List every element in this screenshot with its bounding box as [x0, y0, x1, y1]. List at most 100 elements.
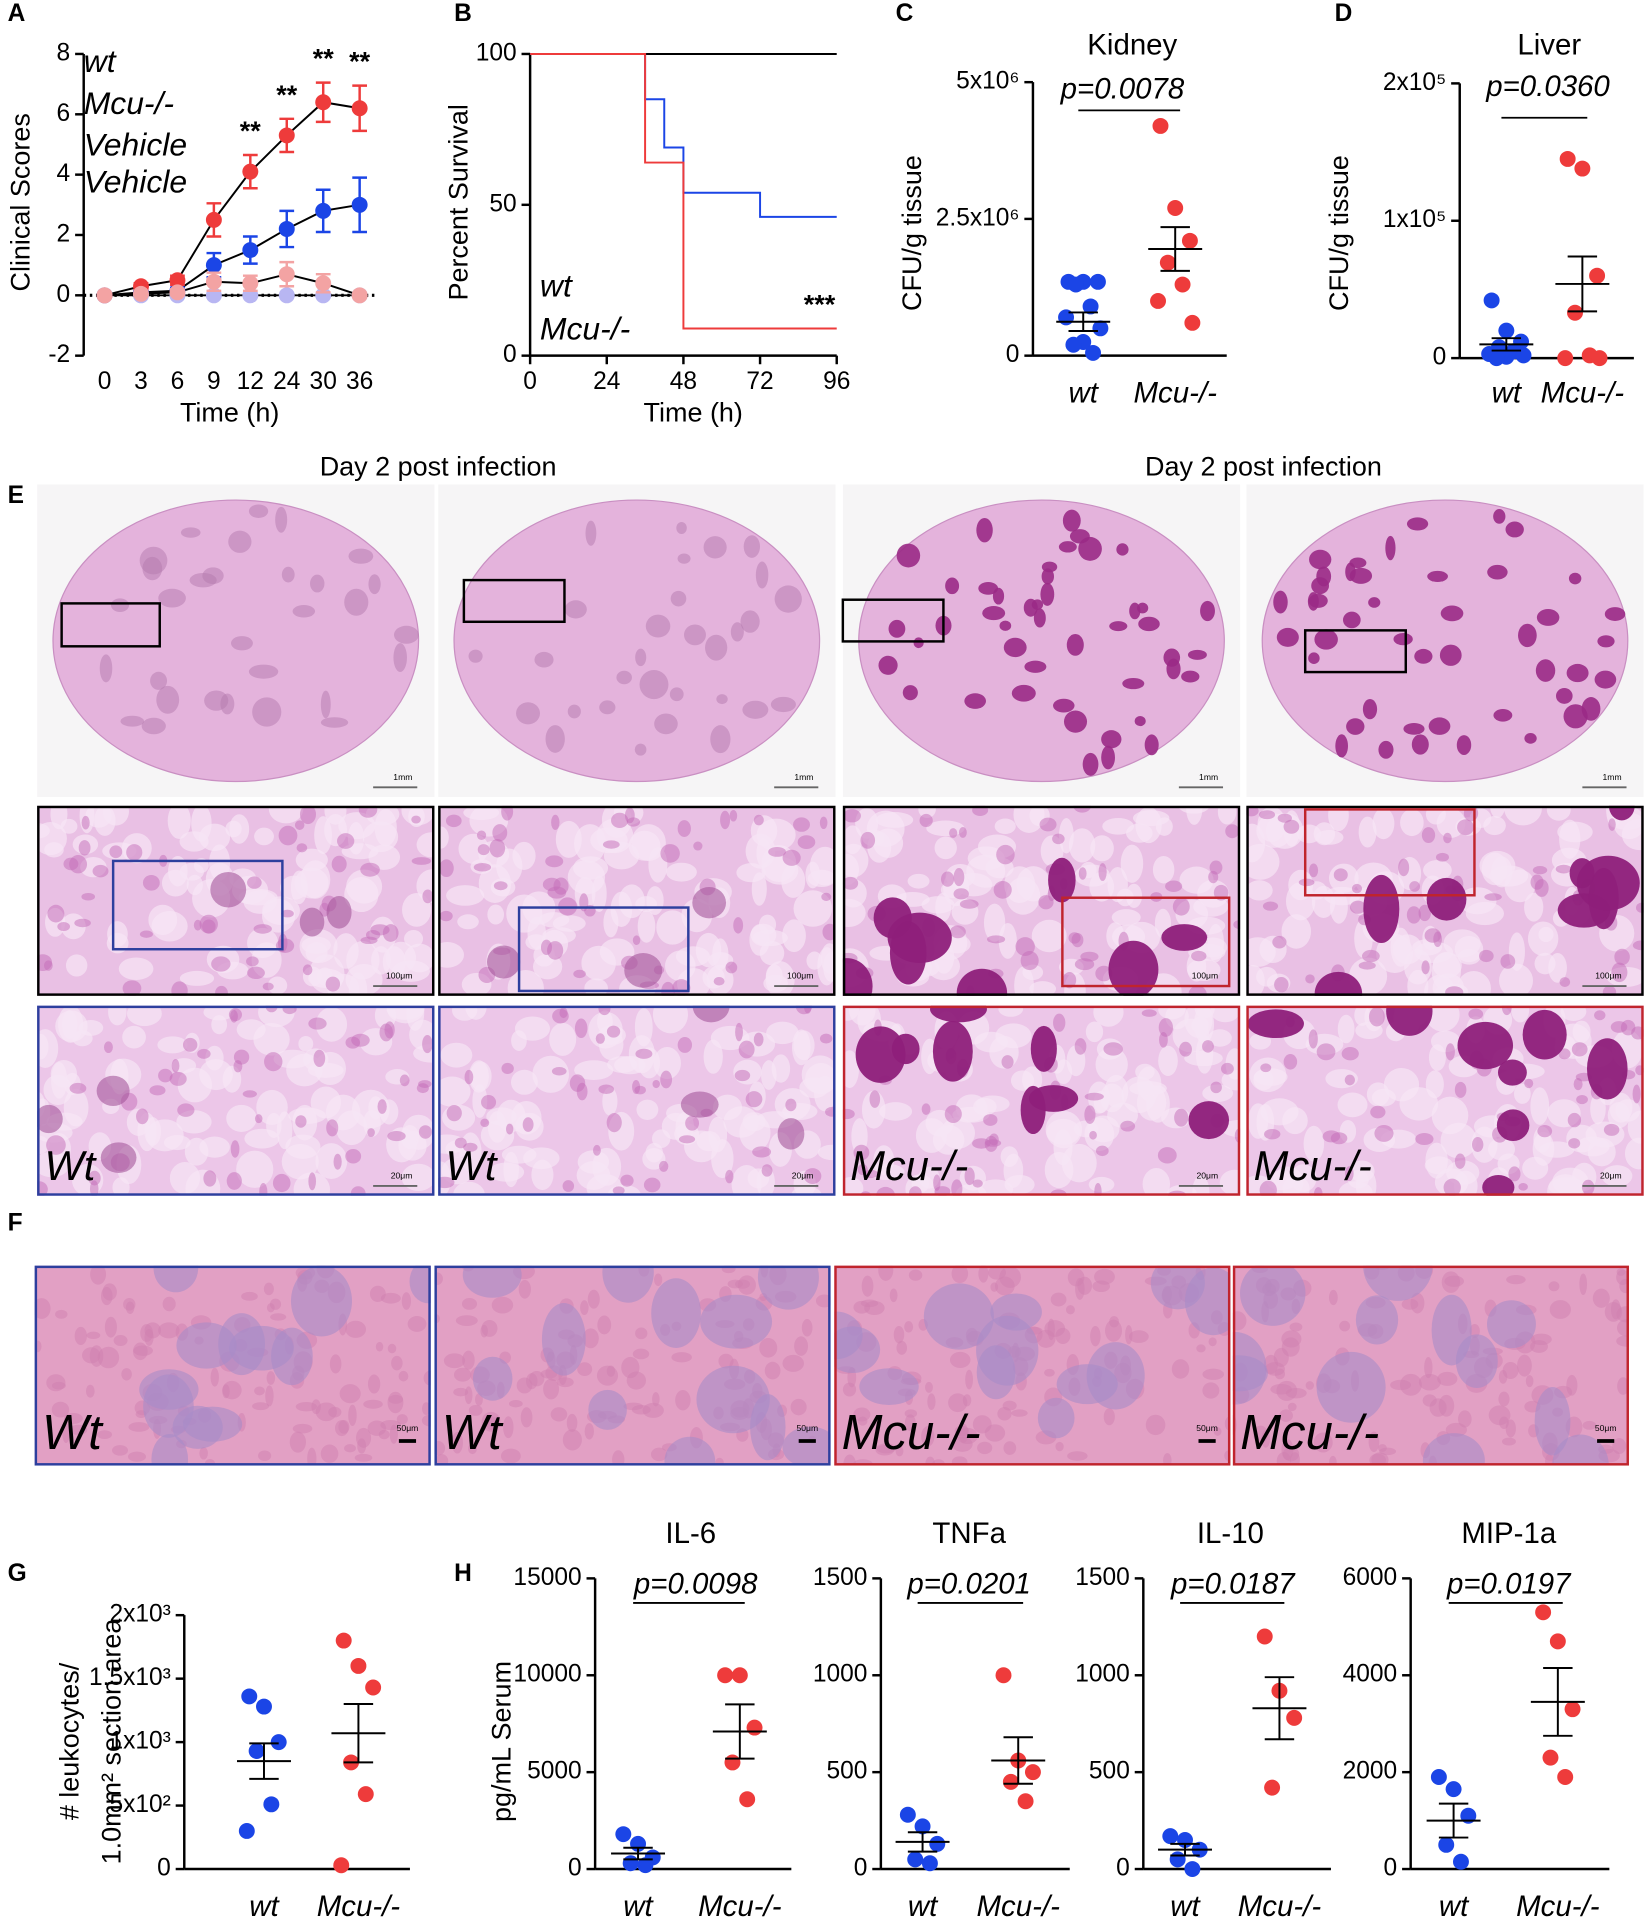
- tissue-texture: [639, 669, 669, 700]
- tissue-texture: [1011, 684, 1036, 702]
- tissue-texture: [445, 814, 462, 828]
- tissue-texture: [624, 953, 663, 988]
- tissue-texture: [634, 1008, 653, 1047]
- tissue-texture: [1427, 570, 1448, 582]
- image-cell: 20μm: [1246, 1005, 1644, 1196]
- tissue-texture: [643, 1177, 661, 1193]
- tissue-texture: [935, 892, 952, 922]
- tissue-texture: [453, 1387, 469, 1397]
- tissue-texture: [1518, 623, 1537, 648]
- tissue-texture: [149, 1085, 166, 1096]
- x-tick-label: 48: [670, 368, 697, 395]
- inset-box: [111, 859, 284, 951]
- tissue-texture: [1232, 1311, 1247, 1331]
- tissue-texture: [69, 1082, 87, 1094]
- tissue-texture: [167, 805, 191, 839]
- data-point: [1169, 1851, 1186, 1868]
- tissue-texture: [269, 1298, 282, 1310]
- tissue-texture: [632, 935, 641, 946]
- tissue-texture: [516, 1377, 533, 1394]
- tissue-texture: [904, 1414, 916, 1432]
- tissue-texture: [281, 909, 294, 918]
- data-point: [746, 1719, 763, 1736]
- tissue-texture: [102, 1283, 117, 1301]
- tissue-texture: [275, 506, 288, 533]
- tissue-texture: [37, 1151, 70, 1178]
- tissue-texture: [139, 1369, 199, 1410]
- x-tick-label: Mcu-/-: [977, 1890, 1061, 1923]
- tissue-texture: [348, 1404, 357, 1426]
- data-point: [96, 287, 113, 304]
- tissue-texture: [1358, 961, 1376, 970]
- scale-label: 1mm: [794, 772, 813, 782]
- tissue-texture: [1062, 509, 1081, 532]
- tissue-texture: [1158, 1045, 1178, 1077]
- tissue-texture: [1246, 937, 1276, 967]
- tissue-texture: [965, 1369, 973, 1390]
- tissue-texture: [211, 956, 231, 972]
- image-border: [438, 805, 836, 996]
- tissue-texture: [768, 846, 786, 857]
- data-point: [270, 1734, 287, 1751]
- panel-letter: H: [454, 1560, 472, 1587]
- x-tick-label: 72: [746, 368, 773, 395]
- tissue-texture: [1567, 1112, 1582, 1128]
- tissue-texture: [1548, 1281, 1560, 1292]
- tissue-texture: [864, 1300, 885, 1316]
- tissue-texture: [866, 810, 905, 847]
- tissue-texture: [1276, 1380, 1298, 1401]
- survival-curve: [530, 52, 837, 330]
- tissue-texture: [1308, 652, 1320, 665]
- tissue-texture: [654, 1273, 663, 1286]
- tissue-texture: [507, 970, 544, 996]
- tissue-texture: [873, 1145, 895, 1175]
- tissue-texture: [1202, 1382, 1220, 1399]
- data-point: [1184, 1861, 1201, 1878]
- image-cell: 20μm: [438, 1005, 836, 1196]
- tissue-texture: [118, 957, 154, 981]
- tissue-texture: [642, 1402, 664, 1418]
- tissue-texture: [759, 1338, 778, 1358]
- tissue-texture: [1632, 1084, 1641, 1104]
- tissue-texture: [782, 849, 801, 866]
- tissue-texture: [825, 1106, 836, 1117]
- tissue-texture: [635, 648, 647, 667]
- tissue-texture: [1522, 1009, 1567, 1060]
- tissue-texture: [371, 946, 391, 975]
- tissue-texture: [290, 1265, 353, 1337]
- tissue-texture: [1372, 807, 1395, 840]
- tissue-texture: [520, 1407, 533, 1428]
- tissue-texture: [1534, 1387, 1571, 1456]
- x-tick-label: wt: [1492, 377, 1523, 410]
- y-tick-label: 0: [57, 281, 71, 308]
- tissue-texture: [1558, 1048, 1571, 1060]
- data-point: [256, 1698, 272, 1715]
- tissue-texture: [399, 1074, 410, 1087]
- tissue-texture: [896, 543, 921, 568]
- tissue-texture: [296, 843, 308, 853]
- tissue-texture: [705, 634, 728, 661]
- tissue-texture: [210, 871, 247, 908]
- scale-label: 1mm: [1199, 772, 1218, 782]
- tissue-texture: [857, 1416, 868, 1426]
- tissue-texture: [635, 1327, 648, 1340]
- x-tick-label: Mcu-/-: [317, 1890, 401, 1923]
- tissue-texture: [172, 1405, 223, 1449]
- tissue-texture: [1465, 901, 1505, 926]
- tissue-texture: [675, 1389, 691, 1411]
- tissue-texture: [1111, 909, 1141, 926]
- tissue-texture: [1597, 635, 1615, 648]
- tissue-texture: [1535, 659, 1556, 682]
- tissue-texture: [387, 1131, 406, 1142]
- tissue-texture: [921, 1103, 931, 1115]
- tissue-texture: [992, 587, 1005, 605]
- tissue-texture: [1316, 1043, 1336, 1061]
- tissue-texture: [598, 1028, 624, 1061]
- tissue-texture: [1443, 929, 1481, 958]
- x-tick-label: wt: [908, 1890, 939, 1923]
- tissue-texture: [1568, 572, 1582, 585]
- tissue-texture: [1192, 1175, 1210, 1196]
- y-axis-title: CFU/g tissue: [1324, 155, 1354, 311]
- tissue-texture: [1603, 1123, 1620, 1136]
- tissue-texture: [51, 1401, 70, 1418]
